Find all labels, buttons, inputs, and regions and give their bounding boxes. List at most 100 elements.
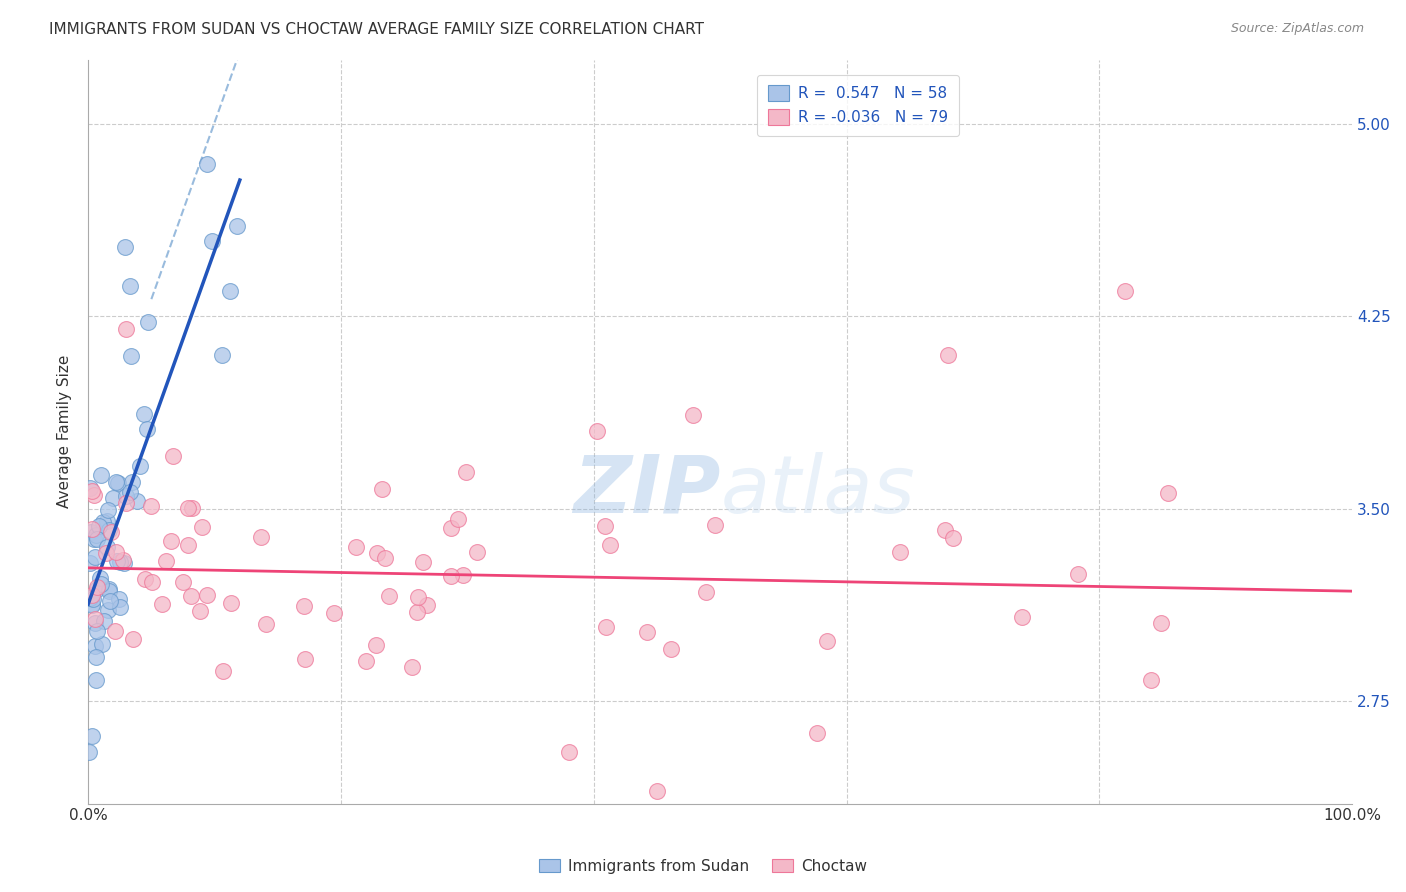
Point (97, 583, 120, 598)
Point (103, 624, 125, 639)
Point (226, 219, 249, 234)
Point (134, 572, 156, 586)
Point (354, 654, 377, 668)
Point (79, 557, 101, 571)
Point (77, 745, 100, 759)
Point (82, 592, 104, 607)
Point (704, 517, 727, 532)
Point (453, 567, 475, 582)
Point (401, 660, 423, 674)
Text: ZIP: ZIP (572, 451, 720, 530)
Point (586, 425, 609, 439)
Point (98, 594, 121, 608)
Point (465, 545, 488, 559)
Point (97, 503, 120, 517)
Point (172, 575, 194, 590)
Point (155, 554, 177, 568)
Point (936, 348, 959, 362)
Point (96, 541, 118, 555)
Point (121, 475, 143, 490)
Point (118, 279, 141, 293)
Point (80, 522, 103, 536)
Point (447, 512, 470, 526)
Point (219, 596, 242, 610)
Point (219, 284, 242, 298)
Point (86, 624, 108, 638)
Point (942, 531, 965, 545)
Point (1011, 610, 1033, 624)
Point (89, 571, 111, 585)
Point (406, 590, 429, 604)
Point (734, 835, 756, 849)
Point (84, 612, 107, 626)
Point (934, 523, 956, 537)
Point (97, 603, 120, 617)
Point (82, 597, 104, 611)
Point (294, 651, 316, 665)
Point (127, 494, 149, 508)
Point (107, 475, 129, 490)
Point (136, 315, 159, 329)
Point (364, 638, 387, 652)
Point (118, 485, 141, 500)
Point (141, 574, 163, 589)
Point (120, 349, 142, 363)
Point (595, 518, 617, 533)
Point (176, 501, 198, 516)
Point (82, 598, 104, 612)
Point (181, 500, 204, 515)
Point (180, 589, 202, 603)
Point (366, 545, 388, 559)
Point (1067, 566, 1090, 581)
Point (176, 538, 198, 552)
Point (94, 546, 117, 560)
Point (105, 475, 128, 490)
Point (806, 726, 828, 740)
Point (191, 520, 214, 534)
Point (323, 607, 346, 621)
Point (107, 592, 129, 607)
Point (135, 422, 157, 436)
Point (159, 533, 181, 548)
Point (93, 614, 115, 628)
Text: IMMIGRANTS FROM SUDAN VS CHOCTAW AVERAGE FAMILY SIZE CORRELATION CHART: IMMIGRANTS FROM SUDAN VS CHOCTAW AVERAGE… (49, 22, 704, 37)
Point (440, 569, 463, 583)
Text: atlas: atlas (720, 451, 915, 530)
Point (406, 605, 429, 619)
Point (132, 407, 155, 421)
Point (128, 458, 150, 473)
Point (439, 521, 461, 535)
Point (84, 615, 107, 630)
Point (100, 524, 122, 539)
Point (121, 632, 143, 647)
Point (595, 619, 617, 633)
Point (84, 650, 107, 665)
Point (112, 553, 135, 567)
Point (682, 409, 704, 423)
Point (636, 624, 658, 639)
Point (103, 491, 125, 506)
Y-axis label: Average Family Size: Average Family Size (58, 355, 72, 508)
Point (211, 348, 233, 362)
Point (83, 488, 105, 502)
Point (86, 582, 108, 597)
Point (645, 784, 668, 798)
Point (114, 240, 136, 254)
Point (378, 589, 401, 603)
Point (659, 641, 682, 656)
Point (83, 532, 105, 546)
Point (150, 597, 173, 611)
Point (90, 467, 112, 482)
Point (98, 582, 121, 597)
Point (454, 465, 477, 479)
Point (83, 550, 105, 565)
Text: Source: ZipAtlas.com: Source: ZipAtlas.com (1230, 22, 1364, 36)
Point (93, 515, 115, 529)
Point (557, 745, 579, 759)
Point (80, 729, 103, 743)
Point (1140, 673, 1163, 687)
Point (195, 588, 218, 602)
Point (84, 673, 107, 687)
Point (115, 322, 138, 336)
Point (695, 585, 717, 599)
